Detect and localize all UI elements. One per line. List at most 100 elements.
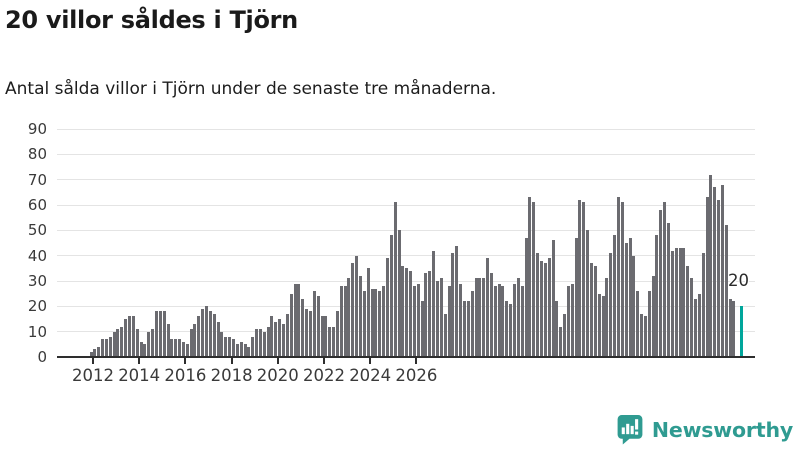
newsworthy-wordmark: Newsworthy: [651, 417, 793, 442]
gridline: [57, 255, 755, 257]
bar: [274, 321, 278, 357]
bar: [628, 237, 632, 357]
bar: [732, 301, 736, 357]
bar: [720, 184, 724, 357]
bar: [301, 298, 305, 357]
bar: [104, 339, 108, 357]
bar: [270, 316, 274, 357]
bar: [278, 319, 282, 357]
bar: [640, 313, 644, 357]
bar: [713, 187, 717, 357]
bar: [197, 316, 201, 357]
bar: [412, 286, 416, 357]
bar: [120, 326, 124, 357]
bar: [420, 301, 424, 357]
bar: [624, 243, 628, 357]
bar: [447, 286, 451, 357]
bar: [285, 313, 289, 357]
bar: [466, 301, 470, 357]
bar: [539, 260, 543, 357]
bar: [513, 283, 516, 357]
bar: [482, 278, 486, 357]
bar: [208, 311, 212, 357]
bar: [697, 293, 701, 357]
bar: [220, 331, 224, 357]
x-axis-line: [57, 356, 755, 358]
x-axis-tick: [92, 358, 94, 364]
bar: [320, 316, 324, 357]
y-axis-tick-label: 0: [37, 348, 47, 366]
bar: [493, 286, 497, 357]
bar: [378, 291, 382, 357]
bar: [632, 255, 636, 357]
bar: [174, 339, 178, 357]
bar: [717, 199, 721, 357]
bar: [674, 248, 678, 357]
bar: [193, 324, 197, 357]
bar: [601, 296, 605, 357]
bar: [389, 235, 393, 357]
bar: [359, 275, 362, 357]
bar: [89, 351, 93, 357]
y-axis-tick-label: 10: [27, 322, 47, 341]
y-axis-tick-label: 60: [27, 196, 47, 214]
bar: [405, 268, 409, 357]
bar: [324, 316, 328, 357]
x-axis-tick: [369, 358, 372, 364]
x-axis-tick-label: 2024: [349, 366, 392, 385]
bar: [228, 336, 232, 357]
bar: [470, 291, 474, 357]
bar: [305, 308, 309, 357]
bar: [505, 301, 509, 357]
bar: [397, 230, 401, 357]
bar: [597, 293, 601, 357]
bar: [162, 311, 166, 357]
bar: [682, 248, 686, 357]
y-axis-tick-label: 20: [27, 297, 47, 316]
bar: [158, 311, 162, 357]
bar: [724, 225, 728, 357]
bar: [124, 319, 128, 357]
x-axis-tick: [415, 358, 418, 364]
bar: [224, 336, 228, 357]
bar: [347, 278, 351, 357]
bar: [166, 324, 170, 357]
bar: [258, 329, 262, 357]
y-axis-tick-label: 90: [27, 120, 47, 138]
bar: [128, 316, 131, 357]
bar: [551, 240, 555, 357]
bar: [424, 273, 428, 357]
newsworthy-logo[interactable]: Newsworthy: [615, 414, 793, 445]
bar: [586, 230, 590, 357]
bar: [516, 278, 520, 357]
bar: [262, 331, 266, 357]
bar: [555, 301, 559, 357]
bar: [728, 298, 732, 357]
bar: [543, 263, 547, 357]
bar: [135, 329, 139, 357]
bar: [701, 253, 705, 357]
bar: [690, 278, 694, 357]
bar: [393, 202, 397, 357]
bar: [112, 331, 116, 357]
bar: [709, 174, 713, 357]
x-axis-tick: [323, 358, 325, 364]
bar: [559, 326, 563, 357]
bar: [401, 265, 405, 357]
bar: [616, 197, 620, 357]
x-axis-tick-label: 2016: [164, 366, 207, 385]
x-axis-tick-label: 2014: [118, 366, 161, 385]
bar: [609, 253, 613, 357]
bar: [139, 341, 143, 357]
bar: [532, 202, 536, 357]
bar: [520, 286, 524, 357]
bar: [108, 336, 112, 357]
bar: [547, 258, 551, 357]
bar: [663, 202, 667, 357]
bar: [370, 288, 374, 357]
x-axis-tick: [230, 358, 233, 364]
bar: [366, 268, 370, 357]
bar: [151, 329, 155, 357]
bar: [243, 344, 247, 357]
bar: [455, 245, 459, 357]
